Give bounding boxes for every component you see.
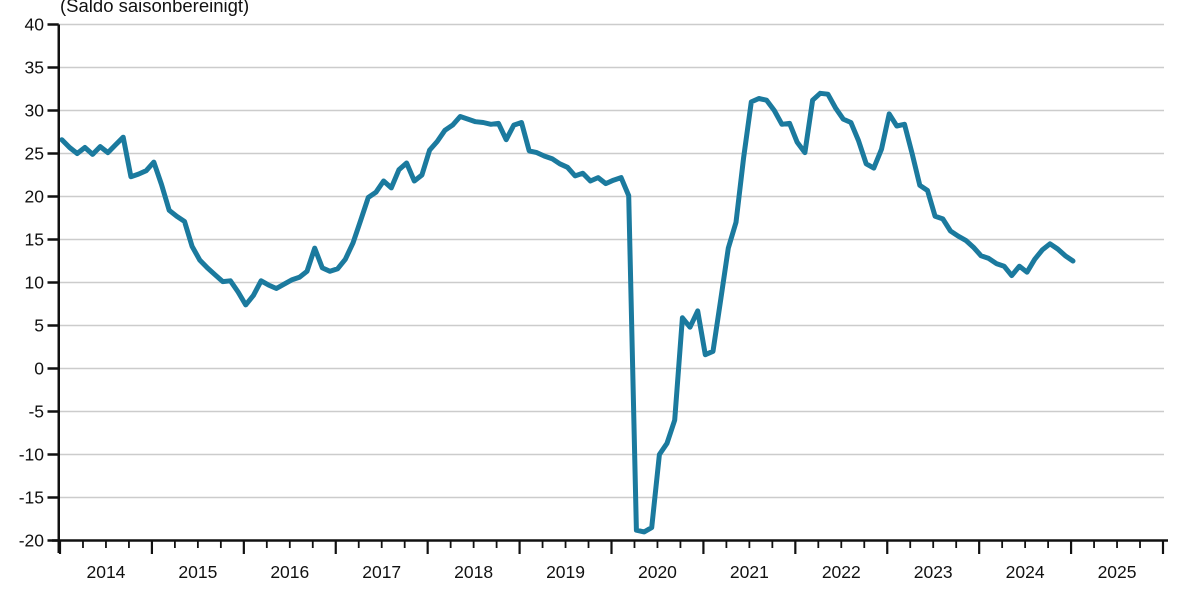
x-tick-label: 2016 — [270, 562, 309, 582]
y-tick-label: 30 — [25, 101, 45, 121]
x-tick-label: 2020 — [638, 562, 677, 582]
y-tick-label: 20 — [25, 187, 45, 207]
x-tick-label: 2023 — [914, 562, 953, 582]
y-tick-label: 25 — [25, 144, 44, 164]
x-tick-label: 2021 — [730, 562, 769, 582]
x-tick-label: 2017 — [362, 562, 401, 582]
x-tick-label: 2024 — [1006, 562, 1045, 582]
y-tick-label: 5 — [34, 316, 44, 336]
data-line — [59, 90, 1076, 535]
y-tick-label: 10 — [25, 273, 45, 293]
chart-subtitle: (Saldo saisonbereinigt) — [60, 0, 250, 16]
y-tick-label: -20 — [19, 531, 45, 551]
y-tick-label: 35 — [25, 58, 44, 78]
axes — [52, 24, 1168, 553]
y-tick-label: 0 — [34, 359, 44, 379]
x-tick-label: 2025 — [1098, 562, 1137, 582]
x-tick-labels: 2014 2015 2016 2017 2018 2019 2020 2021 2022 2023… — [58, 540, 1165, 582]
x-tick-label: 2019 — [546, 562, 585, 582]
y-tick-label: -5 — [28, 402, 44, 422]
y-tick-label: 15 — [25, 230, 44, 250]
y-tick-labels: 40 35 30 25 20 15 10 5 0 -5 -10 -15 -20 — [19, 15, 59, 551]
x-tick-label: 2014 — [86, 562, 125, 582]
y-tick-label: -10 — [19, 445, 45, 465]
x-tick-label: 2015 — [178, 562, 217, 582]
gridlines — [59, 23, 1164, 499]
y-tick-label: -15 — [19, 488, 44, 508]
x-tick-label: 2022 — [822, 562, 861, 582]
x-tick-label: 2018 — [454, 562, 493, 582]
y-tick-label: 40 — [25, 15, 45, 35]
